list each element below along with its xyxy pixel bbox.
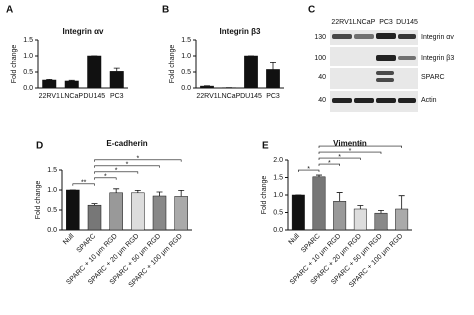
y-tick-label: 0.0 bbox=[273, 227, 283, 234]
y-tick-label: 2.0 bbox=[273, 157, 283, 164]
error-bar bbox=[378, 210, 384, 213]
y-tick-label: 0.0 bbox=[23, 85, 33, 92]
panel-letter: D bbox=[36, 141, 43, 152]
significance-label: * bbox=[338, 154, 341, 161]
y-tick-label: 1.0 bbox=[273, 192, 283, 199]
x-tick-label: Null bbox=[288, 232, 302, 246]
x-tick-label: LNCaP bbox=[218, 93, 241, 100]
x-tick-label: Null bbox=[62, 232, 76, 246]
error-bar bbox=[399, 196, 405, 209]
bar bbox=[43, 80, 57, 88]
bar bbox=[292, 195, 304, 230]
band-label: Integrin β3 bbox=[421, 55, 454, 62]
panel-letter: E bbox=[262, 141, 269, 152]
y-axis-label: Fold change bbox=[261, 176, 268, 215]
lane-label: PC3 bbox=[379, 19, 393, 26]
chart-title: Vimentin bbox=[333, 139, 367, 148]
chart-title: E-cadherin bbox=[106, 139, 147, 148]
bar bbox=[395, 209, 407, 230]
x-tick-label: PC3 bbox=[266, 93, 280, 100]
x-tick-label: PC3 bbox=[110, 93, 124, 100]
y-tick-label: 0.5 bbox=[181, 69, 191, 76]
band-label: SPARC bbox=[421, 74, 445, 81]
bar bbox=[110, 193, 123, 230]
bar bbox=[131, 193, 144, 230]
lane-label: 22RV1 bbox=[331, 19, 352, 26]
bar bbox=[153, 196, 166, 230]
y-tick-label: 1.5 bbox=[47, 167, 57, 174]
error-bar bbox=[178, 190, 184, 196]
marker-label: 100 bbox=[314, 55, 326, 62]
significance-label: * bbox=[136, 156, 139, 163]
y-tick-label: 0.5 bbox=[273, 209, 283, 216]
y-tick-label: 1.0 bbox=[23, 53, 33, 60]
bar bbox=[88, 205, 101, 230]
bar bbox=[375, 213, 387, 230]
significance-label: * bbox=[104, 174, 107, 181]
bar bbox=[244, 56, 257, 88]
bar bbox=[333, 201, 345, 230]
error-bar bbox=[135, 190, 141, 192]
y-tick-label: 1.0 bbox=[47, 187, 57, 194]
bar bbox=[110, 71, 124, 88]
bar bbox=[175, 196, 188, 230]
error-bar bbox=[270, 62, 276, 69]
error-bar bbox=[113, 189, 119, 193]
bar bbox=[313, 177, 325, 230]
significance-label: * bbox=[328, 160, 331, 167]
lane-label: DU145 bbox=[396, 19, 418, 26]
error-bar bbox=[357, 206, 363, 210]
panel-letter: C bbox=[308, 5, 315, 16]
bar bbox=[266, 69, 279, 88]
chart-title: Integrin αv bbox=[63, 27, 104, 36]
bar bbox=[65, 81, 79, 88]
band-label: Integrin αv bbox=[421, 34, 454, 41]
significance-label: * bbox=[359, 142, 362, 149]
significance-label: * bbox=[307, 166, 310, 173]
x-tick-label: 22RV1 bbox=[39, 93, 60, 100]
y-axis-label: Fold change bbox=[35, 181, 42, 220]
bar bbox=[88, 56, 102, 88]
lane-label: LNCaP bbox=[353, 19, 376, 26]
y-tick-label: 1.5 bbox=[273, 174, 283, 181]
y-tick-label: 0.0 bbox=[181, 85, 191, 92]
significance-label: ** bbox=[81, 180, 87, 187]
error-bar bbox=[157, 192, 163, 196]
significance-label: * bbox=[349, 148, 352, 155]
significance-label: * bbox=[126, 162, 129, 169]
chart-title: Integrin β3 bbox=[220, 27, 261, 36]
marker-label: 130 bbox=[314, 34, 326, 41]
bar bbox=[200, 86, 213, 88]
x-tick-label: SPARC bbox=[76, 233, 98, 255]
bar bbox=[354, 209, 366, 230]
band-label: Actin bbox=[421, 97, 437, 104]
y-axis-label: Fold change bbox=[11, 45, 18, 84]
significance-label: * bbox=[115, 168, 118, 175]
y-tick-label: 1.0 bbox=[181, 53, 191, 60]
x-tick-label: LNCaP bbox=[60, 93, 83, 100]
error-bar bbox=[337, 193, 343, 202]
marker-label: 40 bbox=[318, 97, 326, 104]
y-tick-label: 1.5 bbox=[181, 37, 191, 44]
x-tick-label: DU145 bbox=[240, 93, 262, 100]
marker-label: 40 bbox=[318, 74, 326, 81]
error-bar bbox=[316, 175, 322, 177]
y-axis-label: Fold change bbox=[169, 45, 176, 84]
y-tick-label: 0.5 bbox=[47, 207, 57, 214]
x-tick-label: 22RV1 bbox=[196, 93, 217, 100]
bar bbox=[66, 190, 79, 230]
y-tick-label: 1.5 bbox=[23, 37, 33, 44]
x-tick-label: DU145 bbox=[83, 93, 105, 100]
error-bar bbox=[114, 68, 120, 71]
panel-letter: B bbox=[162, 5, 169, 16]
y-tick-label: 0.5 bbox=[23, 69, 33, 76]
panel-letter: A bbox=[6, 5, 13, 16]
y-tick-label: 0.0 bbox=[47, 227, 57, 234]
